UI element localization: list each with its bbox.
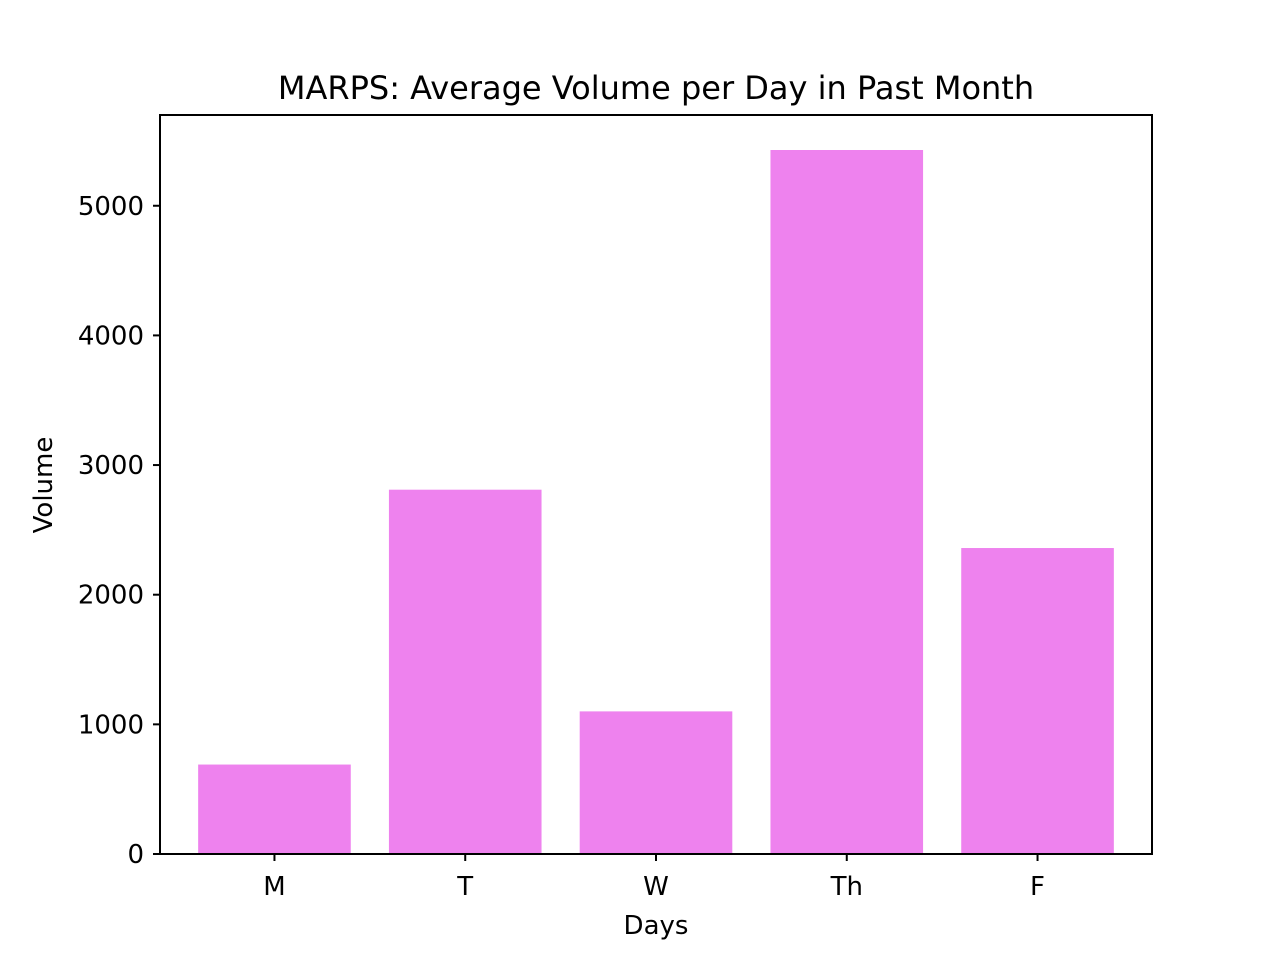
x-tick-label: M [263, 872, 285, 902]
y-tick-label: 4000 [78, 321, 144, 351]
y-tick-label: 3000 [78, 451, 144, 481]
x-tick-label: Th [830, 872, 863, 902]
chart-title: MARPS: Average Volume per Day in Past Mo… [278, 69, 1034, 107]
x-tick-label: W [643, 872, 669, 902]
bar-f [961, 548, 1114, 854]
x-tick-label: T [456, 872, 473, 902]
y-axis-label: Volume [29, 437, 59, 534]
bar-th [770, 150, 924, 855]
bar-w [579, 711, 733, 854]
bars-group [198, 150, 1114, 855]
y-axis: 0 1000 2000 3000 4000 5000 [78, 192, 160, 870]
y-tick-label: 0 [127, 840, 144, 870]
y-tick-label: 5000 [78, 192, 144, 222]
x-axis: M T W Th F [263, 854, 1045, 902]
x-tick-label: F [1030, 872, 1045, 902]
bar-t [388, 489, 542, 854]
y-tick-label: 2000 [78, 581, 144, 611]
bar-m [198, 764, 351, 854]
x-axis-label: Days [624, 911, 689, 941]
plot-frame [159, 114, 1153, 855]
y-tick-label: 1000 [78, 710, 144, 740]
